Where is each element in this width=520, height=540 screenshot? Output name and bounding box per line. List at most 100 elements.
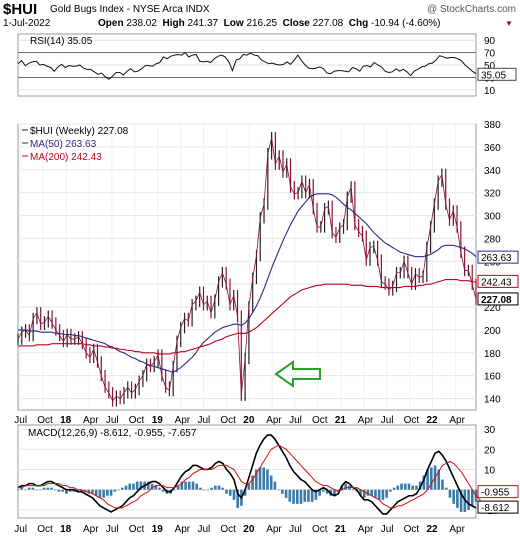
low-value: 216.25 — [246, 18, 278, 29]
macd-hist-bar — [180, 481, 184, 490]
macd-hist-bar — [318, 489, 321, 496]
macd-hist-bar — [124, 485, 128, 490]
macd-hist-bar — [150, 483, 154, 490]
macd-hist-bar — [109, 489, 113, 496]
macd-hist-bar — [396, 485, 400, 490]
down-arrow-icon: ▼ — [505, 19, 513, 28]
rsi-tick-label: 70 — [484, 49, 496, 60]
low-label: Low — [223, 18, 244, 29]
macd-hist-bar — [225, 489, 228, 494]
macd-hist-bar — [325, 489, 329, 494]
x-tick-label: 20 — [243, 415, 255, 426]
macd-hist-bar — [202, 489, 206, 491]
macd-hist-bar — [303, 489, 307, 502]
close-value: 227.08 — [312, 18, 344, 29]
macd-hist-bar — [281, 489, 284, 494]
price-tick-label: 280 — [484, 234, 501, 245]
x-tick-label: Oct — [129, 415, 145, 426]
macd-hist-bar — [214, 485, 217, 490]
x-tick-label: Apr — [358, 415, 374, 426]
macd-x-tick-label: Apr — [266, 524, 282, 535]
macd-hist-bar — [344, 483, 347, 490]
macd-hist-bar — [467, 489, 470, 510]
macd-hist-bar — [351, 489, 355, 491]
macd-hist-bar — [262, 467, 266, 490]
macd-hist-bar — [277, 489, 280, 491]
macd-hist-bar — [46, 487, 50, 490]
macd-x-tick-label: Apr — [83, 524, 99, 535]
macd-hist-bar — [98, 489, 102, 498]
macd-hist-bar — [113, 489, 117, 492]
macd-hist-bar — [135, 481, 139, 490]
macd-hist-bar — [456, 489, 459, 508]
macd-x-tick-label: Jul — [14, 524, 27, 535]
macd-hist-bar — [139, 481, 143, 490]
macd-hist-bar — [362, 489, 366, 498]
macd-hist-bar — [232, 489, 236, 500]
macd-hist-bar — [366, 489, 370, 496]
macd-hist-bar — [392, 487, 396, 490]
rsi-tick-label: 90 — [484, 36, 496, 47]
x-tick-label: Oct — [312, 415, 328, 426]
macd-x-tick-label: Apr — [358, 524, 374, 535]
macd-hist-bar — [161, 489, 165, 492]
rsi-title: RSI(14) 35.05 — [30, 36, 93, 47]
macd-signal-line — [18, 444, 484, 509]
macd-x-tick-label: 20 — [243, 524, 255, 535]
macd-hist-bar — [415, 485, 418, 490]
price-frame — [17, 123, 477, 411]
annotation-arrow-icon — [274, 360, 321, 388]
macd-hist-bar — [65, 489, 68, 494]
macd-hist-bar — [147, 481, 150, 490]
macd-hist-bar — [176, 485, 180, 490]
macd-hist-bar — [340, 485, 344, 490]
macd-hist-bar — [20, 487, 24, 490]
price-value-tag — [477, 250, 519, 264]
macd-hist-bar — [158, 487, 161, 490]
macd-hist-bar — [292, 489, 295, 504]
x-tick-label: Jul — [14, 415, 27, 426]
macd-value-label: -8.612 — [481, 503, 510, 514]
x-tick-label: 19 — [152, 415, 164, 426]
macd-x-tick-label: Jul — [381, 524, 394, 535]
macd-hist-bar — [16, 489, 20, 491]
price-value-label: 227.08 — [481, 295, 512, 306]
macd-x-tick-label: 21 — [335, 524, 347, 535]
macd-hist-bar — [359, 489, 362, 496]
macd-hist-bar — [173, 489, 176, 491]
macd-hist-bar — [470, 489, 474, 506]
x-tick-label: Oct — [404, 415, 420, 426]
rsi-tick-label: 10 — [484, 86, 496, 97]
macd-hist-bar — [42, 487, 46, 490]
index-name: Gold Bugs Index - NYSE Arca INDX — [50, 4, 210, 15]
rsi-tick-label: 50 — [484, 61, 496, 72]
macd-frame — [17, 424, 477, 519]
macd-hist-bar — [411, 485, 414, 490]
macd-hist-bar — [370, 489, 374, 496]
macd-hist-bar — [336, 489, 340, 492]
macd-hist-bar — [377, 489, 381, 500]
macd-hist-bar — [288, 489, 292, 502]
rsi-value-box — [477, 67, 517, 81]
macd-hist-bar — [53, 489, 57, 491]
macd-hist-bar — [381, 489, 385, 500]
macd-hist-bar — [217, 485, 221, 490]
macd-hist-bar — [120, 487, 124, 490]
macd-hist-bar — [94, 489, 98, 496]
macd-hist-bar — [184, 481, 187, 490]
macd-hist-bar — [236, 489, 239, 508]
x-tick-label: Oct — [220, 415, 236, 426]
price-tick-label: 200 — [484, 326, 501, 337]
macd-hist-bar — [128, 483, 132, 490]
macd-hist-bar — [273, 481, 277, 490]
x-tick-label: Jul — [289, 415, 302, 426]
macd-value-label: -0.955 — [481, 488, 510, 499]
macd-hist-bar — [266, 469, 269, 490]
chart-header: $HUI Gold Bugs Index - NYSE Arca INDX @ … — [0, 0, 520, 30]
x-tick-label: Apr — [266, 415, 282, 426]
macd-x-tick-label: Oct — [37, 524, 53, 535]
brand-watermark[interactable]: @ StockCharts.com — [426, 4, 516, 15]
ma200-line — [18, 279, 476, 355]
price-tick-label: 160 — [484, 372, 501, 383]
x-tick-label: Jul — [381, 415, 394, 426]
